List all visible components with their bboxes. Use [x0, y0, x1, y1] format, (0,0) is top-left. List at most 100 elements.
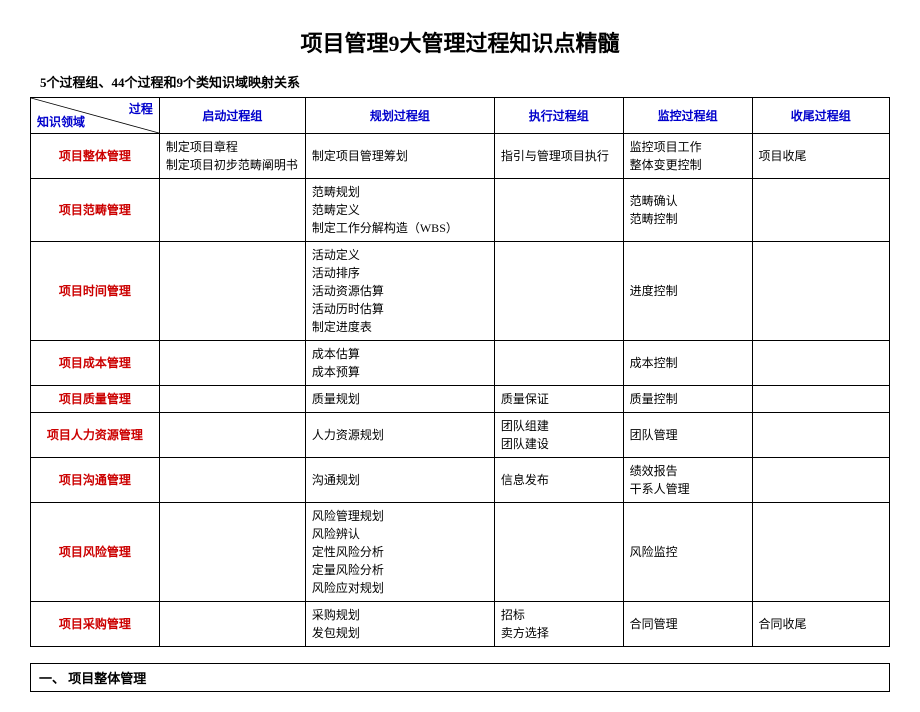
- table-cell: [159, 602, 305, 647]
- col-header: 监控过程组: [623, 98, 752, 134]
- cell-line: 招标: [501, 606, 617, 624]
- table-cell: [159, 242, 305, 341]
- cell-line: 制定项目章程: [166, 138, 299, 156]
- row-label: 项目成本管理: [31, 341, 160, 386]
- cell-line: 风险应对规划: [312, 579, 488, 597]
- table-cell: 范畴确认范畴控制: [623, 179, 752, 242]
- cell-line: 范畴确认: [630, 192, 746, 210]
- cell-line: 沟通规划: [312, 471, 488, 489]
- table-cell: [159, 413, 305, 458]
- table-cell: [159, 503, 305, 602]
- cell-line: 活动历时估算: [312, 300, 488, 318]
- row-label: 项目质量管理: [31, 386, 160, 413]
- table-cell: 项目收尾: [752, 134, 889, 179]
- cell-line: 团队管理: [630, 426, 746, 444]
- table-cell: 招标卖方选择: [494, 602, 623, 647]
- table-cell: [494, 503, 623, 602]
- table-cell: 团队组建团队建设: [494, 413, 623, 458]
- cell-line: 整体变更控制: [630, 156, 746, 174]
- cell-line: 干系人管理: [630, 480, 746, 498]
- cell-line: 成本控制: [630, 354, 746, 372]
- cell-line: 绩效报告: [630, 462, 746, 480]
- page-title: 项目管理9大管理过程知识点精髓: [30, 26, 890, 58]
- cell-line: 制定进度表: [312, 318, 488, 336]
- table-cell: 绩效报告干系人管理: [623, 458, 752, 503]
- table-cell: 监控项目工作整体变更控制: [623, 134, 752, 179]
- table-cell: 成本估算成本预算: [305, 341, 494, 386]
- diag-header-cell: 过程 知识领域: [31, 98, 160, 134]
- table-cell: [752, 503, 889, 602]
- table-header-row: 过程 知识领域 启动过程组 规划过程组 执行过程组 监控过程组 收尾过程组: [31, 98, 890, 134]
- table-row: 项目整体管理制定项目章程制定项目初步范畴阐明书制定项目管理筹划指引与管理项目执行…: [31, 134, 890, 179]
- table-cell: [752, 242, 889, 341]
- table-row: 项目质量管理 质量规划质量保证质量控制: [31, 386, 890, 413]
- table-cell: [752, 341, 889, 386]
- cell-line: 活动排序: [312, 264, 488, 282]
- cell-line: 质量保证: [501, 390, 617, 408]
- cell-line: 合同管理: [630, 615, 746, 633]
- table-cell: [752, 386, 889, 413]
- table-cell: 质量保证: [494, 386, 623, 413]
- cell-line: 监控项目工作: [630, 138, 746, 156]
- cell-line: 发包规划: [312, 624, 488, 642]
- row-label: 项目范畴管理: [31, 179, 160, 242]
- table-cell: 信息发布: [494, 458, 623, 503]
- table-cell: [159, 386, 305, 413]
- cell-line: 项目收尾: [759, 147, 883, 165]
- table-cell: 风险监控: [623, 503, 752, 602]
- col-header: 收尾过程组: [752, 98, 889, 134]
- cell-line: 制定项目管理筹划: [312, 147, 488, 165]
- table-cell: 质量规划: [305, 386, 494, 413]
- diag-bottom-label: 知识领域: [37, 113, 85, 131]
- table-cell: 人力资源规划: [305, 413, 494, 458]
- row-label: 项目时间管理: [31, 242, 160, 341]
- cell-line: 风险监控: [630, 543, 746, 561]
- table-cell: 沟通规划: [305, 458, 494, 503]
- table-row: 项目人力资源管理 人力资源规划团队组建团队建设团队管理: [31, 413, 890, 458]
- cell-line: 风险辨认: [312, 525, 488, 543]
- table-cell: 进度控制: [623, 242, 752, 341]
- table-cell: [159, 179, 305, 242]
- cell-line: 定量风险分析: [312, 561, 488, 579]
- cell-line: 定性风险分析: [312, 543, 488, 561]
- table-row: 项目采购管理 采购规划发包规划招标卖方选择合同管理合同收尾: [31, 602, 890, 647]
- row-label: 项目风险管理: [31, 503, 160, 602]
- table-cell: 成本控制: [623, 341, 752, 386]
- table-cell: [159, 458, 305, 503]
- row-label: 项目人力资源管理: [31, 413, 160, 458]
- table-row: 项目范畴管理 范畴规划范畴定义制定工作分解构造（WBS） 范畴确认范畴控制: [31, 179, 890, 242]
- table-cell: [752, 179, 889, 242]
- row-label: 项目整体管理: [31, 134, 160, 179]
- cell-line: 成本预算: [312, 363, 488, 381]
- cell-line: 采购规划: [312, 606, 488, 624]
- table-cell: 制定项目管理筹划: [305, 134, 494, 179]
- cell-line: 范畴定义: [312, 201, 488, 219]
- cell-line: 卖方选择: [501, 624, 617, 642]
- cell-line: 活动定义: [312, 246, 488, 264]
- cell-line: 进度控制: [630, 282, 746, 300]
- table-row: 项目风险管理风险管理规划风险辨认定性风险分析定量风险分析风险应对规划风险监控: [31, 503, 890, 602]
- table-row: 项目沟通管理 沟通规划信息发布绩效报告干系人管理: [31, 458, 890, 503]
- table-cell: 指引与管理项目执行: [494, 134, 623, 179]
- table-cell: [752, 413, 889, 458]
- col-header: 执行过程组: [494, 98, 623, 134]
- cell-line: 信息发布: [501, 471, 617, 489]
- col-header: 规划过程组: [305, 98, 494, 134]
- table-cell: 合同收尾: [752, 602, 889, 647]
- cell-line: 活动资源估算: [312, 282, 488, 300]
- row-label: 项目沟通管理: [31, 458, 160, 503]
- table-cell: 团队管理: [623, 413, 752, 458]
- cell-line: 质量规划: [312, 390, 488, 408]
- section-heading: 一、 项目整体管理: [30, 663, 890, 692]
- table-row: 项目成本管理 成本估算成本预算 成本控制: [31, 341, 890, 386]
- col-header: 启动过程组: [159, 98, 305, 134]
- row-label: 项目采购管理: [31, 602, 160, 647]
- table-cell: [494, 341, 623, 386]
- cell-line: 成本估算: [312, 345, 488, 363]
- table-cell: [159, 341, 305, 386]
- table-cell: 制定项目章程制定项目初步范畴阐明书: [159, 134, 305, 179]
- table-cell: 活动定义活动排序活动资源估算活动历时估算制定进度表: [305, 242, 494, 341]
- cell-line: 范畴规划: [312, 183, 488, 201]
- table-cell: 质量控制: [623, 386, 752, 413]
- cell-line: 制定工作分解构造（WBS）: [312, 219, 488, 237]
